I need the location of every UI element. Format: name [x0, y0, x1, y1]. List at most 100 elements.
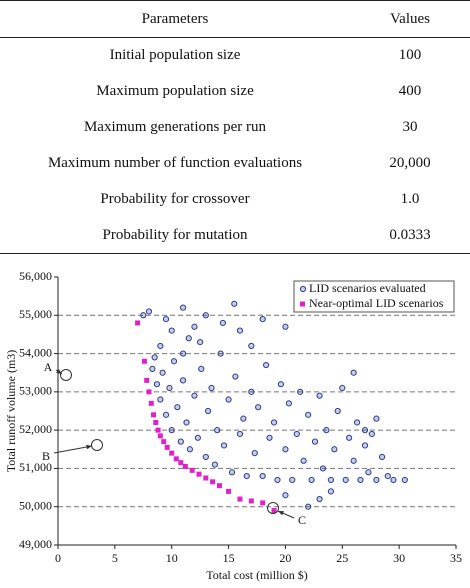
point — [168, 327, 175, 334]
point — [350, 369, 357, 376]
point — [177, 438, 184, 445]
point — [162, 316, 170, 323]
point — [323, 427, 330, 434]
point — [179, 304, 187, 311]
point — [225, 396, 232, 403]
y-tick-label: 51,000 — [19, 460, 52, 474]
point — [390, 476, 397, 484]
point — [151, 354, 158, 361]
point — [353, 419, 361, 426]
point — [228, 469, 236, 476]
table-row: Probability for crossover 1.0 — [0, 182, 470, 218]
point — [144, 377, 150, 383]
point — [282, 446, 289, 453]
point — [262, 361, 270, 369]
point — [216, 483, 222, 489]
point — [157, 342, 164, 350]
point — [357, 476, 364, 484]
value-cell: 400 — [398, 83, 422, 99]
point — [373, 415, 380, 422]
point — [327, 476, 335, 484]
point — [173, 456, 179, 462]
header-cell: Parameters — [141, 10, 209, 27]
y-axis-label: Total runoff volume (m3) — [4, 350, 18, 473]
y-tick-label: 55,000 — [19, 307, 52, 321]
point — [151, 412, 157, 418]
point — [191, 392, 198, 399]
point — [334, 407, 341, 415]
chart: 49,000 50,000 51,000 52,000 53,000 54,000 55,0… — [4, 269, 462, 582]
point — [211, 461, 219, 468]
point — [169, 450, 175, 456]
point — [170, 358, 178, 365]
point — [214, 427, 221, 434]
point — [148, 400, 154, 406]
point — [219, 319, 226, 327]
table-row: Maximum generations per run 30 — [0, 110, 470, 146]
legend-label: LID scenarios evaluated — [309, 281, 426, 295]
point — [149, 365, 156, 372]
value-cell: 100 — [398, 47, 422, 64]
point — [220, 442, 228, 449]
x-axis-label: Total cost (million $) — [206, 568, 307, 582]
point — [361, 427, 369, 434]
point — [248, 342, 255, 350]
point — [237, 496, 243, 502]
point — [293, 430, 300, 438]
point — [168, 427, 175, 434]
point — [327, 488, 335, 495]
table-row: Initial population size 100 — [0, 38, 470, 74]
point — [255, 404, 262, 411]
y-tick-label: 54,000 — [19, 345, 52, 359]
point — [373, 476, 380, 484]
y-tick-label: 50,000 — [19, 498, 52, 512]
point — [197, 338, 204, 346]
table-row: Maximum population size 400 — [0, 74, 470, 110]
point — [146, 389, 152, 395]
point — [274, 476, 281, 484]
point — [208, 384, 215, 392]
point — [205, 407, 212, 415]
x-tick-label: 30 — [393, 551, 405, 565]
point — [248, 498, 254, 504]
annotation-circle — [60, 369, 72, 381]
point — [141, 358, 147, 364]
header-cell: Values — [390, 10, 430, 27]
point — [153, 419, 159, 425]
value-cell: 0.0333 — [389, 226, 431, 243]
point — [157, 433, 163, 439]
legend-marker — [300, 301, 305, 307]
point — [319, 465, 327, 472]
point — [231, 300, 238, 307]
x-tick-label: 15 — [223, 551, 235, 565]
point — [145, 308, 153, 315]
x-tick-label: 20 — [279, 551, 291, 565]
legend-label: Near-optimal LID scenarios — [309, 296, 444, 310]
point — [248, 388, 255, 395]
point — [185, 335, 192, 342]
point — [259, 472, 266, 480]
point — [285, 400, 292, 407]
point — [401, 476, 408, 484]
point — [271, 508, 277, 514]
parameter-cell: Probability for crossover — [100, 191, 250, 207]
point — [339, 384, 346, 392]
legend-box — [293, 280, 455, 313]
point — [300, 457, 307, 464]
point — [260, 500, 266, 506]
value-cell: 30 — [402, 119, 418, 135]
point — [342, 476, 349, 484]
annotation-circle — [91, 439, 103, 451]
annotation-arrowhead — [56, 368, 62, 374]
point — [316, 392, 323, 399]
annotation-arrowhead — [278, 511, 284, 516]
point — [226, 488, 232, 494]
point — [308, 476, 315, 484]
point — [189, 467, 195, 473]
parameter-table: Parameters Values Initial population siz… — [0, 0, 470, 254]
annotation-circle — [267, 502, 279, 514]
y-tick-label: 53,000 — [19, 384, 52, 398]
point — [140, 312, 147, 319]
parameter-cell: Maximum generations per run — [83, 119, 267, 135]
